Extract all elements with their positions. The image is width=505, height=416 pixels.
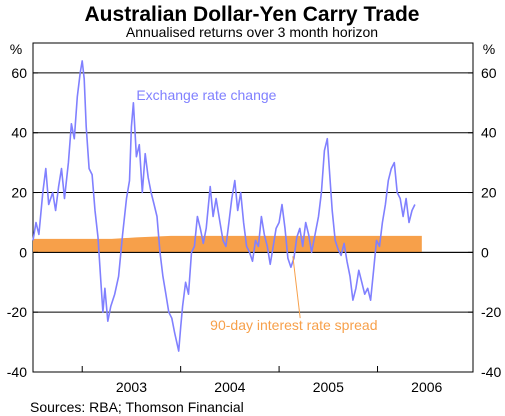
x-tick-label: 2004 [214,379,245,395]
y-tick-label-left: 40 [11,125,27,141]
series-line-exchange-rate-change [32,60,416,352]
x-tick-label: 2005 [313,379,344,395]
y-tick-label-right: 20 [481,185,497,201]
plot-frame [32,42,474,373]
y-tick-label-right: 60 [481,65,497,81]
y-tick-label-right: 0 [481,244,489,260]
y-tick-label-right: -40 [481,364,501,380]
y-tick-label-left: 0 [19,244,27,260]
y-tick-label-left: 60 [11,65,27,81]
x-tick-label: 2006 [411,379,442,395]
chart-subtitle: Annualised returns over 3 month horizon [126,24,378,40]
annotations: Exchange rate change 90-day interest rate… [136,87,377,333]
chart-title: Australian Dollar-Yen Carry Trade [85,3,420,26]
y-tick-label-left: -20 [7,304,27,320]
y-tick-label-right: 40 [481,125,497,141]
y-tick-label-right: -20 [481,304,501,320]
source-note: Sources: RBA; Thomson Financial [30,399,244,415]
series-area-90-day-interest-rate-spread [33,235,422,253]
y-tick-label-left: 20 [11,185,27,201]
y-tick-label-left: -40 [7,364,27,380]
y-axis-unit-right: % [483,41,495,57]
y-axis-unit-left: % [10,41,22,57]
x-tick-label: 2003 [116,379,147,395]
annotation-label: Exchange rate change [136,87,276,103]
exchange-rate-line [32,60,416,352]
annotation-leader-line [292,256,301,319]
annotation-label: 90-day interest rate spread [210,317,377,333]
axis-ticks: -40 -40 -20 -20 0 0 20 20 40 40 60 60 2003 2004 2005 20… [7,65,502,395]
